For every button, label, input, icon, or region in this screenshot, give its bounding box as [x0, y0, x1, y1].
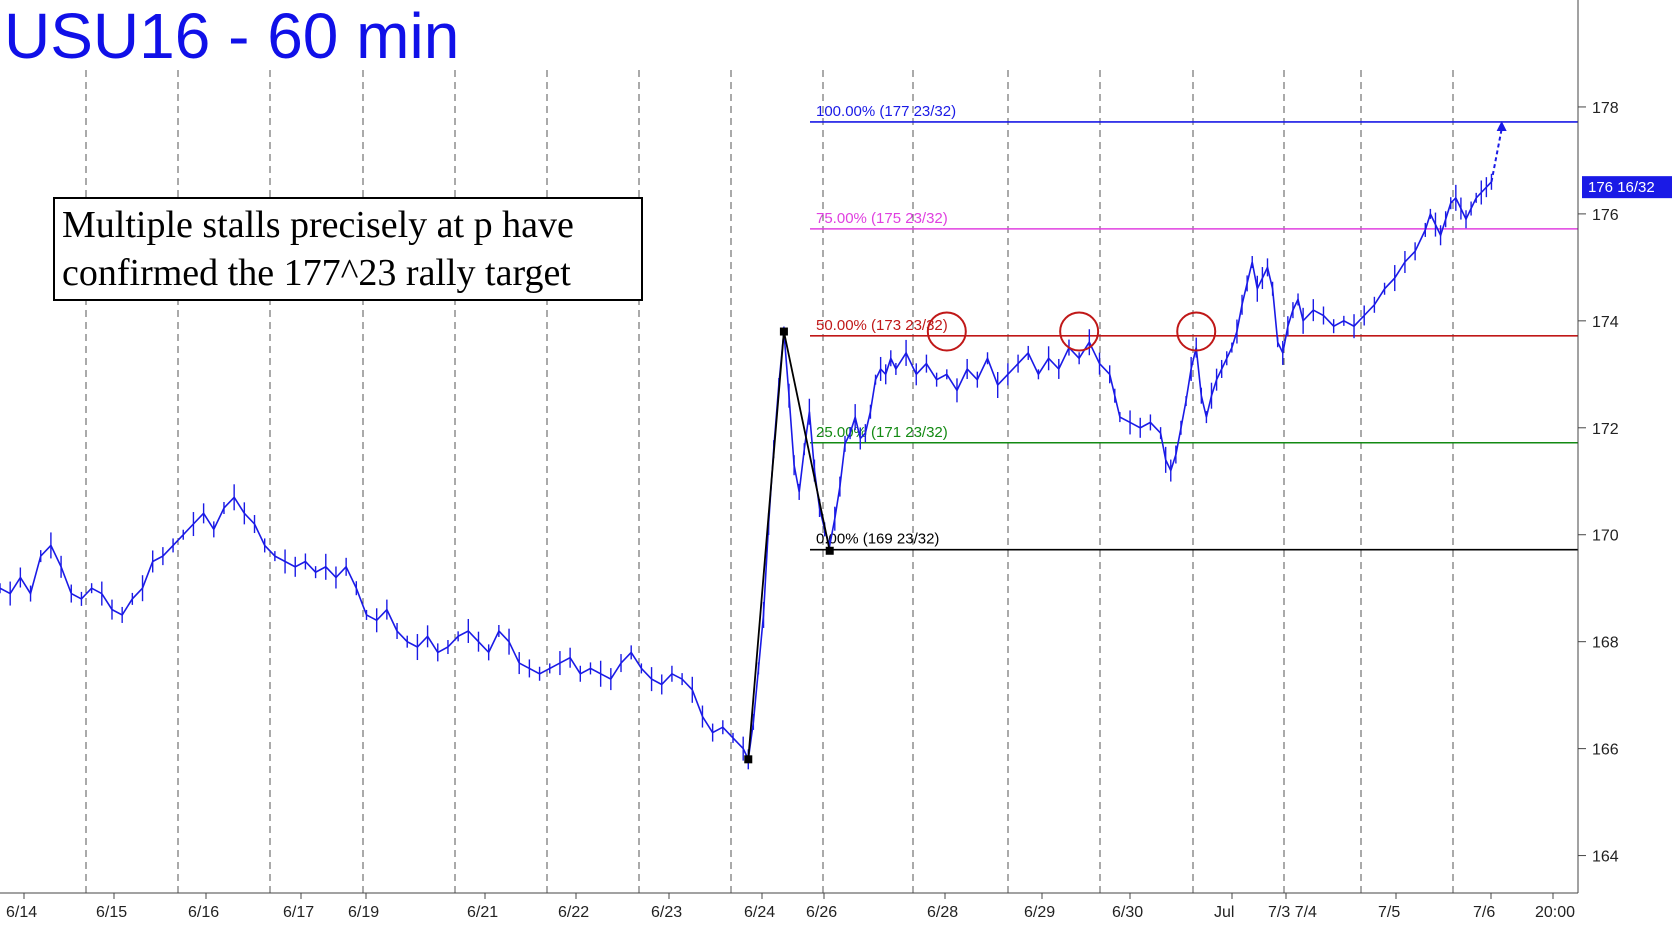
x-tick-label: Jul — [1214, 904, 1234, 921]
stall-circle — [926, 311, 967, 352]
x-tick-label: 6/17 — [283, 904, 314, 921]
fib-level-label: 75.00% (175 23/32) — [816, 210, 948, 227]
fib-level-label: 50.00% (173 23/32) — [816, 317, 948, 334]
fib-level-label: 100.00% (177 23/32) — [816, 103, 956, 120]
projection-line — [1490, 128, 1503, 182]
y-tick-label: 172 — [1592, 421, 1619, 438]
y-tick-label: 176 — [1592, 207, 1619, 224]
x-tick-label: 6/14 — [6, 904, 37, 921]
abc-point — [825, 546, 834, 555]
x-tick-label: 6/30 — [1112, 904, 1143, 921]
annotation-box: Multiple stalls precisely at p have conf… — [53, 197, 643, 301]
y-tick-label: 178 — [1592, 100, 1619, 117]
x-tick-label: 6/19 — [348, 904, 379, 921]
x-tick-label: 20:00 — [1535, 904, 1575, 921]
x-tick-label: 6/26 — [806, 904, 837, 921]
fib-level-label: 25.00% (171 23/32) — [816, 424, 948, 441]
session-grid — [85, 70, 1454, 893]
fibonacci-levels: 100.00% (177 23/32) 75.00% (175 23/32) 50.… — [810, 103, 1578, 551]
annotation-line-1: Multiple stalls precisely at p have — [62, 204, 574, 246]
stall-circles — [926, 311, 1217, 352]
x-tick-label: 6/28 — [927, 904, 958, 921]
y-tick-label: 164 — [1592, 849, 1619, 866]
projection-arrowhead — [1496, 120, 1507, 131]
y-tick-label: 174 — [1592, 314, 1619, 331]
abc-point — [779, 327, 788, 336]
y-tick-label: 170 — [1592, 528, 1619, 545]
fib-level-label: 0.00% (169 23/32) — [816, 531, 939, 548]
x-tick-label: 6/21 — [467, 904, 498, 921]
stall-circle — [1176, 311, 1217, 352]
last-price-tag: 176 16/32 — [1582, 176, 1672, 199]
last-price-label: 176 16/32 — [1588, 179, 1655, 196]
stall-circle — [1059, 311, 1100, 352]
x-tick-label: 7/6 — [1473, 904, 1495, 921]
x-tick-label: 7/3 7/4 — [1268, 904, 1317, 921]
abc-point — [744, 755, 753, 764]
x-tick-label: 7/5 — [1378, 904, 1400, 921]
x-tick-label: 6/15 — [96, 904, 127, 921]
annotation-line-2: confirmed the 177^23 rally target — [62, 252, 571, 294]
chart-title: USU16 - 60 min — [4, 0, 459, 72]
x-tick-label: 6/22 — [558, 904, 589, 921]
x-tick-label: 6/16 — [188, 904, 219, 921]
price-line — [0, 181, 1493, 763]
last-price-box — [1582, 176, 1672, 199]
abc-pattern — [744, 327, 834, 764]
x-tick-label: 6/29 — [1024, 904, 1055, 921]
x-tick-label: 6/24 — [744, 904, 775, 921]
y-tick-label: 166 — [1592, 742, 1619, 759]
y-tick-label: 168 — [1592, 635, 1619, 652]
price-series — [0, 120, 1507, 770]
x-tick-label: 6/23 — [651, 904, 682, 921]
